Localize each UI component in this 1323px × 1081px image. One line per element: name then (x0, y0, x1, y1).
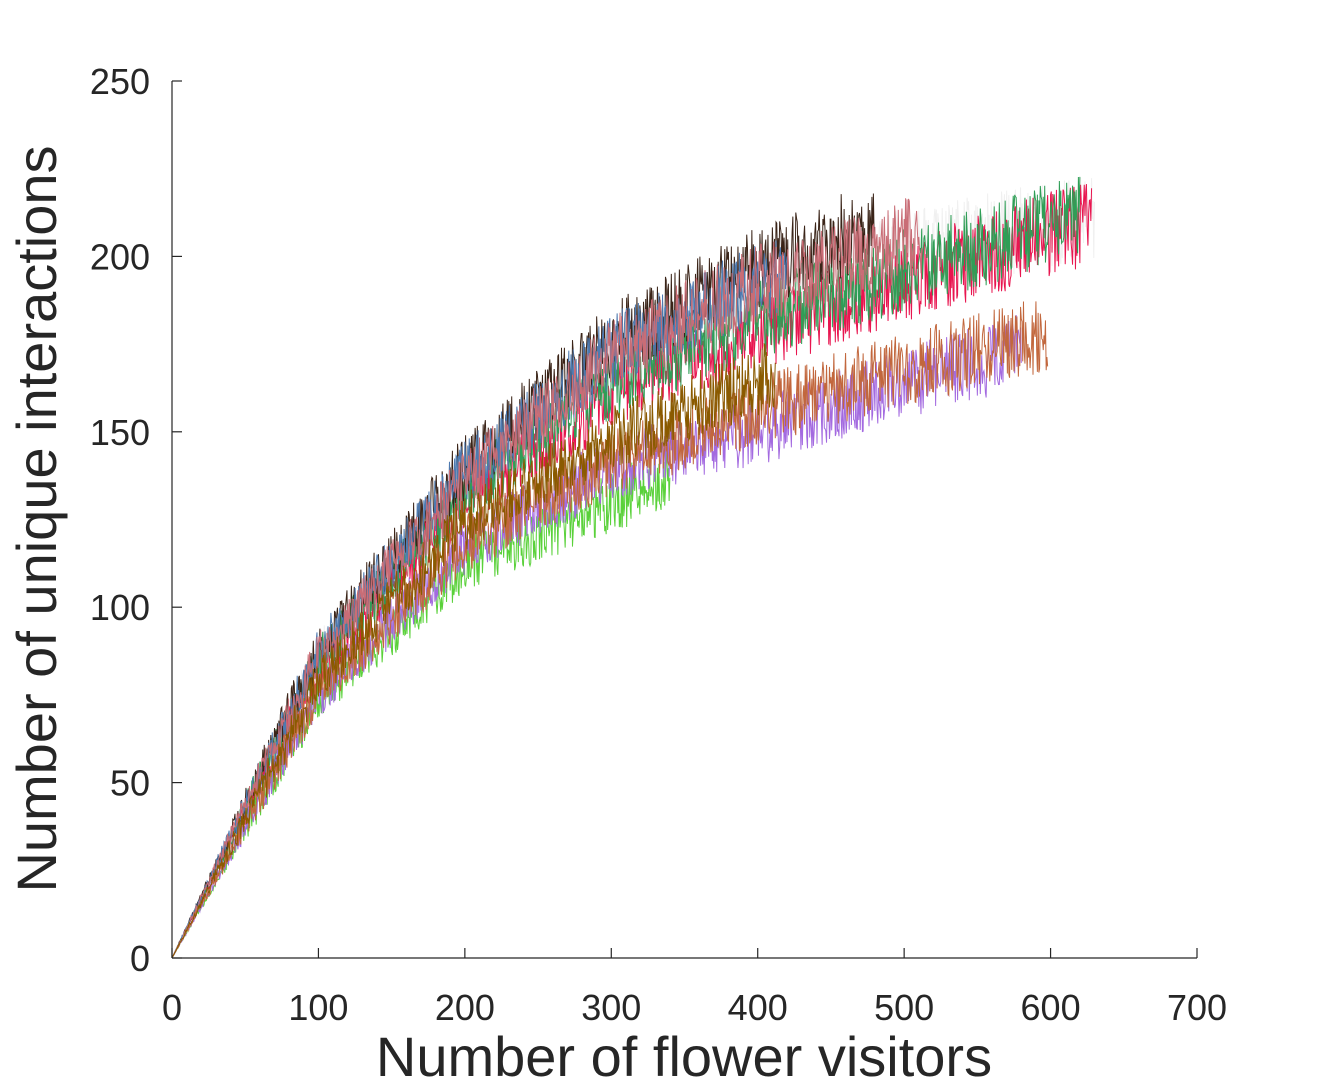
series-band-6 (171, 447, 671, 959)
x-tick-label: 700 (1167, 987, 1227, 1028)
x-tick-label: 600 (1021, 987, 1081, 1028)
series-band-8 (171, 301, 1049, 959)
series-band-0 (171, 177, 1095, 959)
series-band-2 (171, 176, 1081, 959)
axes (171, 81, 1197, 959)
y-tick-label: 100 (90, 587, 150, 628)
y-tick-label: 200 (90, 236, 150, 277)
y-axis-title: Number of unique interactions (5, 145, 68, 892)
y-tick-label: 0 (130, 938, 150, 979)
series-band-5 (171, 198, 923, 959)
y-tick-label: 150 (90, 412, 150, 453)
y-tick-label: 250 (90, 61, 150, 102)
series-band-7 (171, 315, 1022, 959)
x-tick-label: 400 (728, 987, 788, 1028)
x-tick-label: 100 (288, 987, 348, 1028)
series-band-9 (171, 342, 776, 959)
x-tick-label: 300 (581, 987, 641, 1028)
y-tick-label: 50 (110, 763, 150, 804)
series-layer (171, 176, 1095, 959)
ticks: 0 100 200 300 400 500 600 700 0 50 100 150 200 250 (90, 61, 1227, 1028)
x-tick-label: 0 (162, 987, 182, 1028)
x-axis-title: Number of flower visitors (376, 1025, 992, 1081)
x-tick-label: 500 (874, 987, 934, 1028)
x-tick-label: 200 (435, 987, 495, 1028)
series-band-1 (171, 184, 1093, 959)
